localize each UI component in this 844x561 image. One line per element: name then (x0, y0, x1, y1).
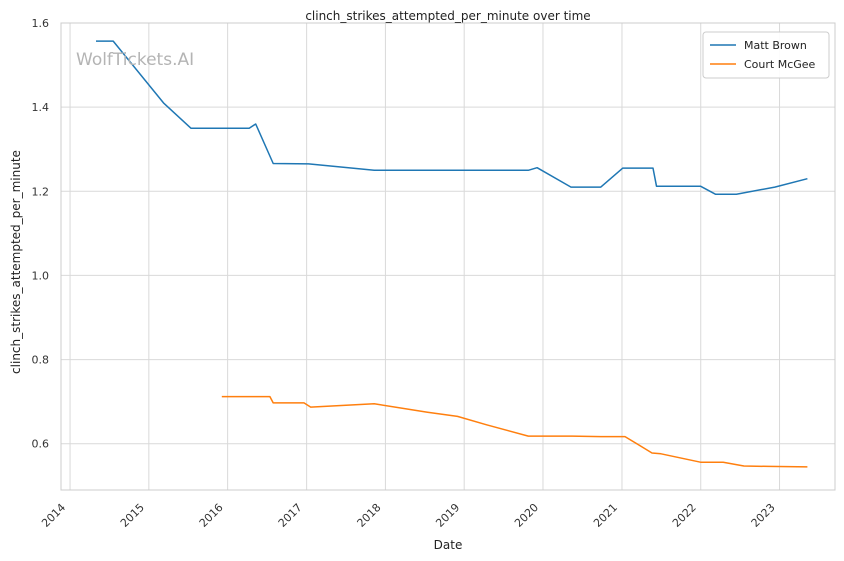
x-tick-label: 2017 (276, 501, 305, 530)
y-tick-label: 1.0 (32, 269, 50, 282)
y-tick-labels: 0.6 0.8 1.0 1.2 1.4 1.6 (32, 17, 50, 451)
watermark-text: WolfTickets.AI (76, 50, 194, 70)
x-tick-label: 2014 (39, 501, 68, 530)
y-axis-label: clinch_strikes_attempted_per_minute (9, 150, 23, 374)
x-tick-labels: 2014 2015 2016 2017 2018 2019 2020 2021 2022 2023 (39, 501, 777, 530)
x-tick-label: 2021 (591, 501, 620, 530)
series-lines (96, 40, 808, 468)
series-line-matt-brown (96, 40, 808, 195)
x-tick-label: 2022 (670, 501, 699, 530)
x-tick-label: 2020 (512, 501, 541, 530)
y-tick-label: 0.8 (32, 354, 50, 367)
series-line-court-mcgee (221, 395, 808, 468)
y-tick-label: 1.2 (32, 185, 50, 198)
y-tick-label: 0.6 (32, 438, 50, 451)
x-tick-label: 2018 (355, 501, 384, 530)
legend-label-matt-brown: Matt Brown (744, 39, 807, 52)
x-tick-label: 2015 (118, 501, 147, 530)
legend: Matt Brown Court McGee (702, 31, 830, 79)
x-axis-label: Date (434, 538, 463, 552)
y-tick-label: 1.6 (32, 17, 50, 30)
y-tick-label: 1.4 (32, 101, 50, 114)
x-tick-label: 2023 (749, 501, 778, 530)
legend-label-court-mcgee: Court McGee (744, 58, 816, 71)
grid (61, 22, 835, 490)
legend-box (702, 31, 830, 79)
x-tick-label: 2016 (197, 501, 226, 530)
chart-title: clinch_strikes_attempted_per_minute over… (305, 9, 590, 23)
x-tick-label: 2019 (433, 501, 462, 530)
plot-area-frame (60, 22, 836, 491)
